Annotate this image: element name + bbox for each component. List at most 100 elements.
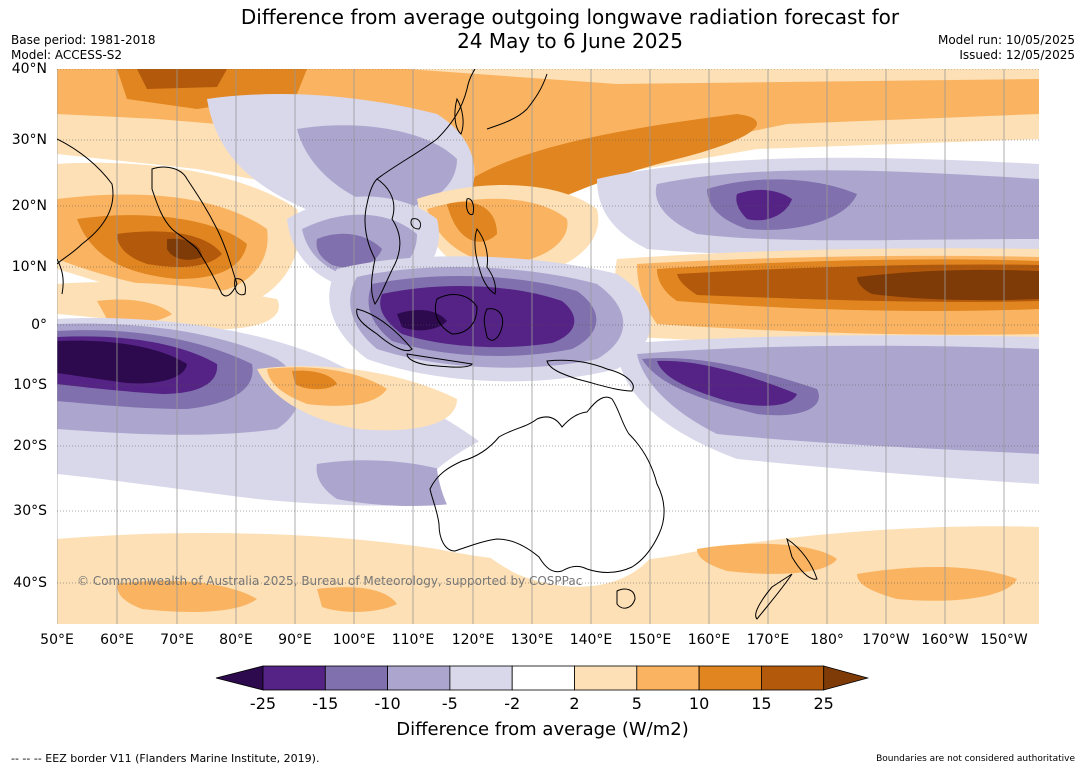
field-orange-south-4 — [317, 587, 397, 612]
longitude-label: 70°E — [160, 632, 194, 648]
coastlines — [57, 69, 818, 620]
latitude-label: 0° — [31, 317, 47, 333]
longitude-label: 170°W — [862, 632, 910, 648]
longitude-label: 150°E — [628, 632, 672, 648]
anomaly-map — [57, 69, 1039, 624]
coast-tasmania — [616, 588, 636, 609]
coast-korea — [454, 97, 464, 135]
latitude-label: 20°N — [11, 198, 47, 214]
coast-arabia — [57, 138, 114, 265]
field-deep-purple-swpac — [657, 360, 797, 406]
copyright-notice: © Commonwealth of Australia 2025, Bureau… — [77, 574, 583, 588]
colorbar-title: Difference from average (W/m2) — [396, 719, 689, 740]
graticule — [57, 69, 1039, 624]
coast-sri-lanka — [234, 278, 246, 296]
colorbar-extend-high — [823, 665, 870, 691]
colorbar-tick-label: 15 — [751, 694, 772, 713]
coast-india — [151, 166, 238, 297]
coast-sulawesi — [483, 308, 504, 341]
title-line-1: Difference from average outgoing longwav… — [240, 5, 900, 29]
longitude-label: 50°E — [40, 632, 74, 648]
longitude-label: 160°E — [687, 632, 731, 648]
latitude-label: 20°S — [13, 438, 47, 454]
coast-hainan — [410, 218, 422, 230]
field-lavender-china — [297, 125, 457, 209]
colorbar-tick-label: 5 — [631, 694, 642, 713]
field-brown-nw — [137, 69, 227, 89]
field-darkest-purple-sio — [57, 340, 187, 384]
colorbar-tick-label: -5 — [441, 694, 458, 713]
base-period: Base period: 1981-2018 — [11, 33, 156, 47]
colorbar-segment — [574, 665, 638, 691]
coast-africa-horn — [57, 258, 64, 295]
colorbar-segment — [449, 665, 513, 691]
longitude-label: 120°E — [451, 632, 495, 648]
colorbar-tick-label: -2 — [504, 694, 521, 713]
coast-new-zealand-north — [786, 537, 818, 580]
field-white-australia — [437, 399, 669, 587]
colorbar-tick-label: 25 — [813, 694, 834, 713]
field-darkbrown-india — [167, 238, 202, 260]
longitude-label: 180° — [810, 632, 844, 648]
field-orange-eio — [97, 299, 172, 323]
chart-title: Difference from average outgoing longwav… — [0, 5, 1085, 53]
colorbar-extend-low — [215, 665, 264, 691]
colorbar-segment — [262, 665, 326, 691]
longitude-label: 110°E — [391, 632, 435, 648]
meta-right: Model run: 10/05/2025 Issued: 12/05/2025 — [938, 33, 1075, 63]
longitude-label: 150°W — [980, 632, 1028, 648]
coast-china — [376, 69, 476, 180]
colorbar-tick-label: -25 — [249, 694, 277, 713]
colorbar-segment — [761, 665, 825, 691]
field-dark-orange-seio — [292, 370, 337, 390]
latitude-label: 30°N — [11, 132, 47, 148]
field-mid-purple-bob — [316, 233, 382, 268]
colorbar-segment — [324, 665, 389, 691]
field-darkest-purple-mc — [397, 309, 447, 331]
coast-borneo — [434, 294, 478, 335]
field-deep-purple-npac — [736, 189, 792, 221]
colorbar-tick-label: 2 — [569, 694, 580, 713]
longitude-label: 130°E — [510, 632, 554, 648]
coast-taiwan — [466, 198, 474, 216]
field-orange-south-2 — [697, 543, 837, 574]
issued-date: Issued: 12/05/2025 — [959, 48, 1075, 62]
colorbar-tick-label: -15 — [312, 694, 339, 713]
coast-australia — [429, 396, 665, 573]
coast-new-guinea — [546, 359, 634, 392]
colorbar-segment — [698, 665, 762, 691]
boundaries-disclaimer: Boundaries are not considered authoritat… — [876, 754, 1075, 764]
meta-left: Base period: 1981-2018 Model: ACCESS-S2 — [11, 33, 156, 63]
latitude-label: 10°N — [11, 259, 47, 275]
colorbar — [215, 665, 870, 691]
coast-indochina — [364, 178, 401, 306]
coast-new-zealand-south — [755, 573, 793, 620]
field-orange-south-1 — [117, 580, 257, 612]
field-orange-south-3 — [857, 567, 1017, 601]
longitude-label: 160°W — [921, 632, 969, 648]
longitude-label: 140°E — [569, 632, 613, 648]
latitude-label: 30°S — [13, 503, 47, 519]
model-run: Model run: 10/05/2025 — [937, 33, 1075, 47]
longitude-label: 80°E — [219, 632, 253, 648]
coast-java — [406, 353, 473, 368]
colorbar-segment — [636, 665, 700, 691]
field-dark-orange-scs — [447, 202, 497, 242]
latitude-label: 10°S — [13, 377, 47, 393]
colorbar-segment — [511, 665, 575, 691]
coast-sumatra — [356, 308, 413, 352]
longitude-label: 90°E — [278, 632, 312, 648]
field-darkbrown-itcz — [857, 269, 1039, 301]
colorbar-tick-label: 10 — [688, 694, 710, 713]
latitude-label: 40°N — [11, 61, 47, 77]
title-line-2: 24 May to 6 June 2025 — [457, 29, 683, 53]
map-area — [57, 69, 1039, 624]
colorbar-segment — [387, 665, 451, 691]
eez-note: -- -- -- EEZ border V11 (Flanders Marine… — [11, 752, 320, 765]
longitude-label: 100°E — [332, 632, 376, 648]
field-deep-purple-mc — [380, 285, 575, 348]
colorbar-tick-label: -10 — [374, 694, 401, 713]
latitude-label: 40°S — [13, 575, 47, 591]
coast-philippines — [474, 227, 496, 295]
longitude-label: 60°E — [100, 632, 134, 648]
